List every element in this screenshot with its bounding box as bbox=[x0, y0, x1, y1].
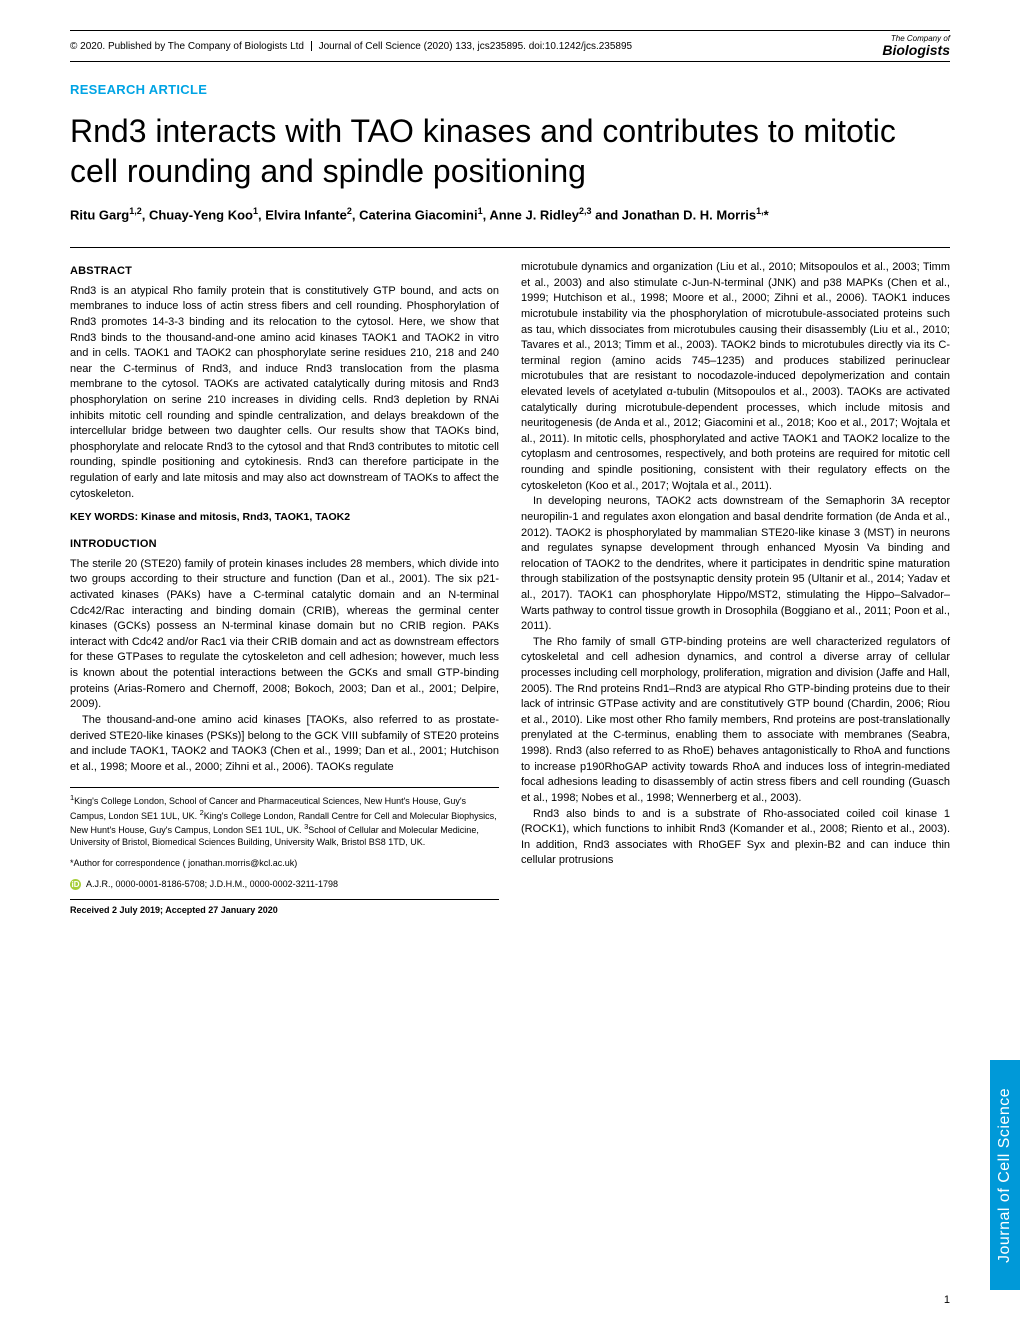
affiliations-block: 1King's College London, School of Cancer… bbox=[70, 787, 499, 916]
title-rule bbox=[70, 247, 950, 248]
body-columns: ABSTRACT Rnd3 is an atypical Rho family … bbox=[70, 260, 950, 916]
journal-side-tab: Journal of Cell Science bbox=[990, 1060, 1020, 1290]
correspondence: *Author for correspondence ( jonathan.mo… bbox=[70, 857, 499, 869]
affiliations-text: 1King's College London, School of Cancer… bbox=[70, 793, 499, 848]
col2-p2: In developing neurons, TAOK2 acts downst… bbox=[521, 494, 950, 634]
intro-p1: The sterile 20 (STE20) family of protein… bbox=[70, 557, 499, 713]
abstract-head: ABSTRACT bbox=[70, 264, 499, 280]
intro-p2: The thousand-and-one amino acid kinases … bbox=[70, 713, 499, 775]
dates-line: Received 2 July 2019; Accepted 27 Januar… bbox=[70, 899, 499, 916]
page: © 2020. Published by The Company of Biol… bbox=[0, 0, 1020, 1320]
authors-line: Ritu Garg1,2, Chuay-Yeng Koo1, Elvira In… bbox=[70, 205, 950, 225]
column-left: ABSTRACT Rnd3 is an atypical Rho family … bbox=[70, 260, 499, 916]
abstract-body: Rnd3 is an atypical Rho family protein t… bbox=[70, 284, 499, 503]
col2-p4: Rnd3 also binds to and is a substrate of… bbox=[521, 807, 950, 869]
keywords: KEY WORDS: Kinase and mitosis, Rnd3, TAO… bbox=[70, 510, 499, 525]
header-citation: © 2020. Published by The Company of Biol… bbox=[70, 41, 882, 52]
publisher-logo: The Company of Biologists bbox=[882, 35, 950, 57]
page-number: 1 bbox=[944, 1294, 950, 1306]
copyright-text: © 2020. Published by The Company of Biol… bbox=[70, 41, 304, 52]
article-type: RESEARCH ARTICLE bbox=[70, 82, 950, 97]
column-right: microtubule dynamics and organization (L… bbox=[521, 260, 950, 916]
orcid-text: A.J.R., 0000-0001-8186-5708; J.D.H.M., 0… bbox=[86, 879, 338, 889]
citation-divider bbox=[311, 41, 312, 51]
journal-ref: Journal of Cell Science (2020) 133, jcs2… bbox=[319, 41, 633, 52]
orcid-icon: iD bbox=[70, 879, 81, 890]
col2-p3: The Rho family of small GTP-binding prot… bbox=[521, 635, 950, 807]
intro-head: INTRODUCTION bbox=[70, 537, 499, 553]
orcid-line: iD A.J.R., 0000-0001-8186-5708; J.D.H.M.… bbox=[70, 878, 499, 890]
col2-p1: microtubule dynamics and organization (L… bbox=[521, 260, 950, 494]
publisher-bottom: Biologists bbox=[882, 43, 950, 57]
article-title: Rnd3 interacts with TAO kinases and cont… bbox=[70, 111, 950, 191]
header-bar: © 2020. Published by The Company of Biol… bbox=[70, 30, 950, 62]
